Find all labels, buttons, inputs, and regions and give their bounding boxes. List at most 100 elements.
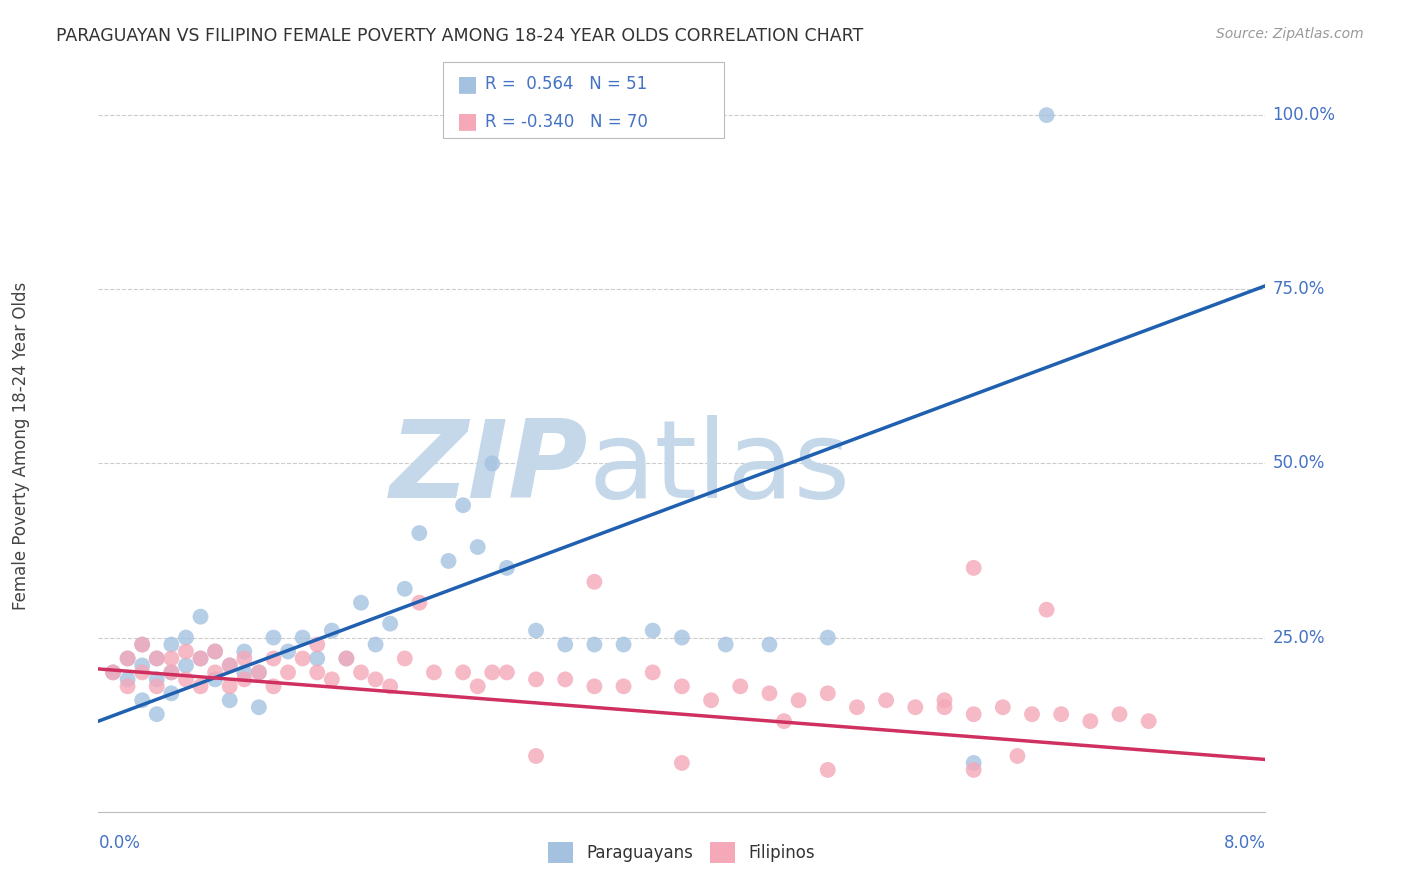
Point bbox=[378, 679, 402, 693]
Point bbox=[467, 540, 489, 554]
Point bbox=[174, 631, 197, 645]
Point bbox=[350, 665, 373, 680]
Point bbox=[291, 651, 314, 665]
Point bbox=[160, 638, 183, 652]
Point bbox=[481, 457, 503, 471]
Point bbox=[190, 651, 212, 665]
Point bbox=[160, 651, 183, 665]
Point bbox=[451, 665, 474, 680]
Point bbox=[233, 644, 256, 658]
Point bbox=[160, 665, 183, 680]
Point bbox=[524, 624, 547, 638]
Legend: Paraguayans, Filipinos: Paraguayans, Filipinos bbox=[541, 836, 823, 869]
Point bbox=[671, 756, 693, 770]
Point bbox=[364, 673, 387, 687]
Point bbox=[1007, 749, 1029, 764]
Point bbox=[1108, 707, 1130, 722]
Point bbox=[204, 644, 226, 658]
Point bbox=[394, 651, 416, 665]
Point bbox=[934, 700, 956, 714]
Point bbox=[146, 707, 169, 722]
Point bbox=[218, 658, 240, 673]
Point bbox=[904, 700, 927, 714]
Point bbox=[481, 665, 503, 680]
Point bbox=[378, 616, 402, 631]
Point bbox=[991, 700, 1014, 714]
Text: 0.0%: 0.0% bbox=[98, 834, 141, 852]
Point bbox=[247, 700, 270, 714]
Point bbox=[758, 686, 780, 700]
Point bbox=[437, 554, 460, 568]
Point bbox=[262, 679, 284, 693]
Point bbox=[496, 561, 519, 575]
Point bbox=[641, 665, 664, 680]
Point bbox=[583, 679, 606, 693]
Point bbox=[962, 756, 984, 770]
Point bbox=[160, 686, 183, 700]
Text: R = -0.340   N = 70: R = -0.340 N = 70 bbox=[485, 112, 648, 130]
Point bbox=[218, 693, 240, 707]
Point bbox=[1035, 603, 1057, 617]
Point bbox=[233, 673, 256, 687]
Point bbox=[146, 651, 169, 665]
Text: PARAGUAYAN VS FILIPINO FEMALE POVERTY AMONG 18-24 YEAR OLDS CORRELATION CHART: PARAGUAYAN VS FILIPINO FEMALE POVERTY AM… bbox=[56, 27, 863, 45]
Point bbox=[277, 665, 299, 680]
Point bbox=[1137, 714, 1160, 728]
Point bbox=[174, 644, 197, 658]
Point bbox=[467, 679, 489, 693]
Point bbox=[262, 631, 284, 645]
Text: Source: ZipAtlas.com: Source: ZipAtlas.com bbox=[1216, 27, 1364, 41]
Point bbox=[101, 665, 124, 680]
Point bbox=[1080, 714, 1102, 728]
Point bbox=[101, 665, 124, 680]
Text: Female Poverty Among 18-24 Year Olds: Female Poverty Among 18-24 Year Olds bbox=[13, 282, 30, 610]
Point bbox=[671, 679, 693, 693]
Point bbox=[218, 679, 240, 693]
Point bbox=[875, 693, 897, 707]
Point bbox=[408, 526, 430, 541]
Point bbox=[845, 700, 868, 714]
Point bbox=[554, 638, 576, 652]
Point bbox=[233, 651, 256, 665]
Point bbox=[335, 651, 357, 665]
Point bbox=[190, 679, 212, 693]
Point bbox=[247, 665, 270, 680]
Point bbox=[350, 596, 373, 610]
Point bbox=[641, 624, 664, 638]
Point bbox=[962, 561, 984, 575]
Point bbox=[117, 679, 139, 693]
Point bbox=[787, 693, 810, 707]
Point bbox=[146, 679, 169, 693]
Point bbox=[262, 651, 284, 665]
Point bbox=[321, 624, 343, 638]
Point bbox=[146, 673, 169, 687]
Point bbox=[817, 686, 839, 700]
Point bbox=[247, 665, 270, 680]
Point bbox=[728, 679, 751, 693]
Text: 25.0%: 25.0% bbox=[1272, 629, 1324, 647]
Text: ■: ■ bbox=[457, 112, 478, 132]
Point bbox=[758, 638, 780, 652]
Text: ■: ■ bbox=[457, 74, 478, 94]
Point bbox=[962, 763, 984, 777]
Point bbox=[307, 651, 329, 665]
Point bbox=[583, 638, 606, 652]
Point bbox=[1035, 108, 1057, 122]
Point bbox=[408, 596, 430, 610]
Point bbox=[524, 749, 547, 764]
Point bbox=[612, 679, 634, 693]
Point bbox=[524, 673, 547, 687]
Point bbox=[817, 631, 839, 645]
Point bbox=[146, 651, 169, 665]
Text: 50.0%: 50.0% bbox=[1272, 454, 1324, 473]
Point bbox=[962, 707, 984, 722]
Point bbox=[554, 673, 576, 687]
Point bbox=[1050, 707, 1073, 722]
Point bbox=[117, 651, 139, 665]
Text: 8.0%: 8.0% bbox=[1223, 834, 1265, 852]
Point bbox=[335, 651, 357, 665]
Point bbox=[131, 665, 153, 680]
Point bbox=[321, 673, 343, 687]
Text: R =  0.564   N = 51: R = 0.564 N = 51 bbox=[485, 75, 647, 93]
Point bbox=[307, 638, 329, 652]
